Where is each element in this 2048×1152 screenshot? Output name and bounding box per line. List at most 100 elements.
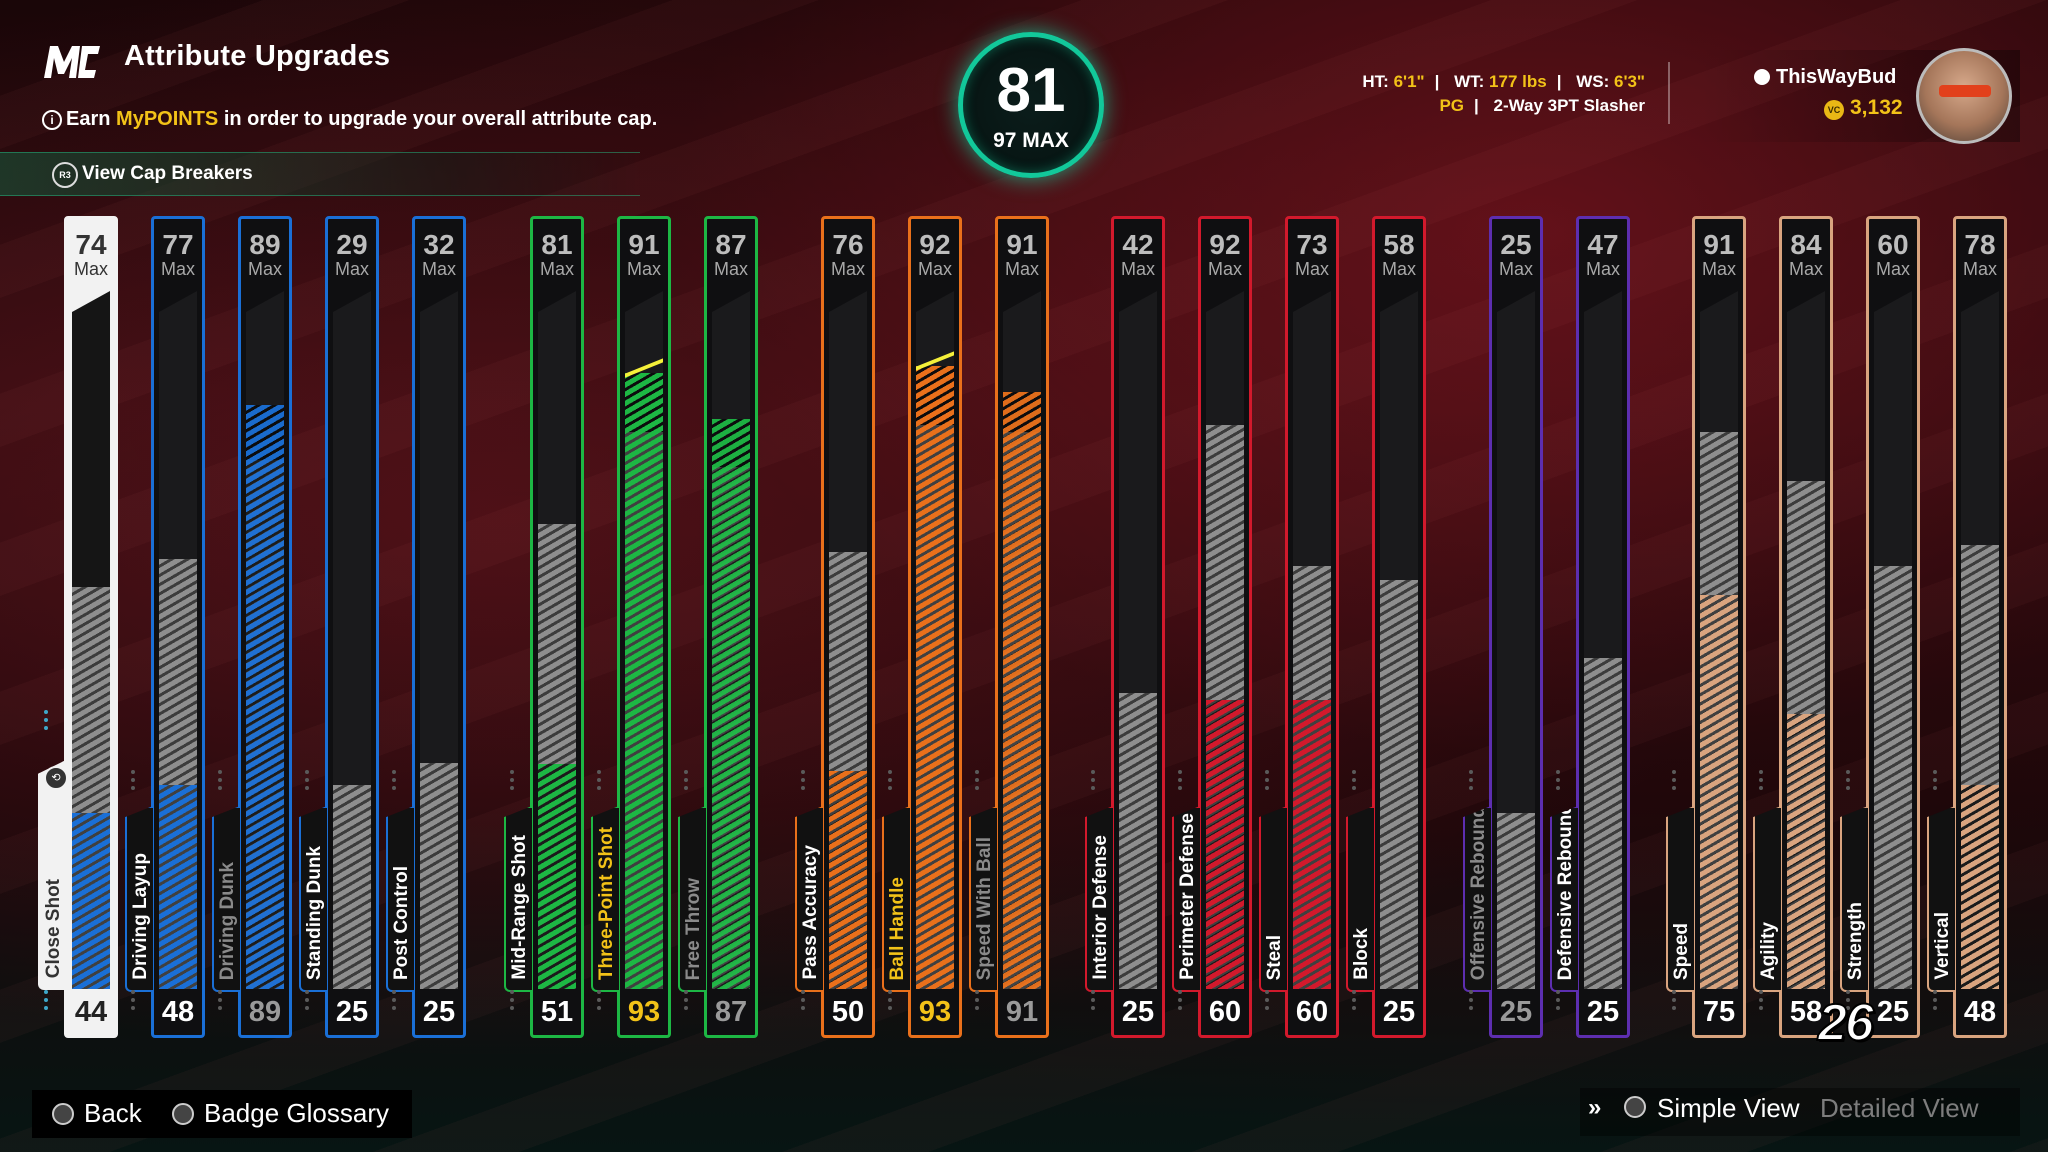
attribute-dots [888, 770, 892, 794]
attribute-track [712, 291, 750, 989]
attribute-track [420, 291, 458, 989]
attribute-name: Post Control [391, 866, 412, 980]
attribute-label-tab: Close Shot [38, 760, 66, 990]
attribute-max-value: 81 [541, 229, 573, 260]
attribute-card-offensive-rebound[interactable]: 25 Max 25 [1489, 216, 1543, 1038]
attribute-max-label: Max [1788, 259, 1823, 279]
back-label: Back [84, 1098, 142, 1128]
badge-glossary-button[interactable]: Badge Glossary [172, 1098, 389, 1129]
attribute-track [72, 291, 110, 989]
attribute-card-pass-accuracy[interactable]: 76 Max 50 [821, 216, 875, 1038]
attribute-current-fill [159, 784, 197, 989]
attribute-card-vertical[interactable]: 78 Max 48 [1953, 216, 2007, 1038]
attribute-card-driving-dunk[interactable]: 89 Max 89 [238, 216, 292, 1038]
attribute-dots [597, 990, 601, 1014]
attribute-card-speed[interactable]: 91 Max 75 [1692, 216, 1746, 1038]
attribute-max-label: Max [73, 259, 108, 279]
info-icon: i [42, 110, 62, 130]
attribute-current-fill [625, 373, 663, 989]
attribute-card-ball-handle[interactable]: 92 Max 93 [908, 216, 962, 1038]
attribute-dots [1672, 990, 1676, 1014]
attribute-max-label: Max [160, 259, 195, 279]
detailed-view-tab[interactable]: Detailed View [1820, 1093, 1979, 1123]
attribute-card-defensive-rebound[interactable]: 47 Max 25 [1576, 216, 1630, 1038]
attribute-max-label: Max [1294, 259, 1329, 279]
attribute-track [1584, 291, 1622, 989]
attribute-max-value: 78 [1964, 229, 1996, 260]
back-button[interactable]: Back [52, 1098, 142, 1129]
attribute-max-value: 73 [1296, 229, 1328, 260]
attribute-current-value: 91 [1005, 996, 1039, 1028]
attribute-current-fill [1293, 700, 1331, 989]
cap-breakers-label: View Cap Breakers [82, 163, 253, 184]
attribute-card-interior-defense[interactable]: 42 Max 25 [1111, 216, 1165, 1038]
attribute-name: Ball Handle [887, 876, 908, 980]
attribute-card-mid-range-shot[interactable]: 81 Max 51 [530, 216, 584, 1038]
attribute-card-agility[interactable]: 84 Max 58 [1779, 216, 1833, 1038]
overall-value: 81 [996, 56, 1066, 125]
attribute-card-three-point-shot[interactable]: 91 Max 93 [617, 216, 671, 1038]
attribute-dots [801, 990, 805, 1014]
overall-rating-badge: 81 97 MAX [958, 32, 1104, 178]
username: ThisWayBud [1754, 66, 1896, 89]
attribute-current-fill [1003, 392, 1041, 989]
attribute-max-label: Max [1875, 259, 1910, 279]
attribute-cap-range [333, 784, 371, 989]
attribute-dots [975, 990, 979, 1014]
page-title: Attribute Upgrades [124, 40, 391, 72]
attribute-current-value: 50 [831, 996, 865, 1028]
attribute-card-perimeter-defense[interactable]: 92 Max 60 [1198, 216, 1252, 1038]
attribute-current-value: 87 [714, 996, 748, 1028]
attribute-track [1874, 291, 1912, 989]
attribute-label-tab: Strength [1840, 806, 1868, 992]
attribute-card-driving-layup[interactable]: 77 Max 48 [151, 216, 205, 1038]
attribute-label-tab: Driving Layup [125, 806, 153, 992]
attribute-max-value: 91 [1006, 229, 1038, 260]
attribute-current-value: 44 [74, 996, 108, 1028]
attribute-dots [1759, 990, 1763, 1014]
attribute-current-fill [1206, 700, 1244, 989]
avatar[interactable] [1916, 48, 2012, 144]
attribute-dots [1556, 990, 1560, 1014]
attribute-dots [1265, 770, 1269, 794]
attribute-card-close-shot[interactable]: 74 Max 44 [64, 216, 118, 1038]
attribute-max-value: 47 [1587, 229, 1619, 260]
simple-view-tab[interactable]: Simple View [1657, 1093, 1800, 1123]
attribute-max-value: 89 [249, 229, 281, 260]
attribute-label-tab: Speed With Ball [969, 806, 997, 992]
attribute-name: Driving Dunk [217, 861, 238, 980]
subtitle-text-pre: Earn [66, 108, 117, 130]
attribute-dots [1556, 770, 1560, 794]
attribute-dots [1469, 770, 1473, 794]
attribute-card-steal[interactable]: 73 Max 60 [1285, 216, 1339, 1038]
attribute-max-label: Max [626, 259, 661, 279]
attribute-label-tab: Vertical [1927, 806, 1955, 992]
view-cap-breakers-button[interactable]: R3 View Cap Breakers [0, 152, 640, 196]
attribute-dots [218, 770, 222, 794]
attribute-card-speed-with-ball[interactable]: 91 Max 91 [995, 216, 1049, 1038]
attribute-card-block[interactable]: 58 Max 25 [1372, 216, 1426, 1038]
attribute-cap-range [420, 763, 458, 989]
attribute-name: Block [1351, 928, 1372, 980]
attribute-current-fill [1700, 594, 1738, 989]
attribute-dots [510, 990, 514, 1014]
attribute-dots [510, 770, 514, 794]
attribute-name: Offensive Rebound [1468, 805, 1489, 980]
attribute-card-strength[interactable]: 60 Max 25 [1866, 216, 1920, 1038]
attribute-dots [1352, 990, 1356, 1014]
vc-balance: VC 3,132 [1824, 96, 1903, 120]
ht-label: HT: [1362, 72, 1389, 91]
attribute-max-label: Max [1207, 259, 1242, 279]
attribute-dots [305, 770, 309, 794]
attribute-dots [305, 990, 309, 1014]
attribute-max-value: 84 [1790, 229, 1822, 260]
attribute-dots [684, 990, 688, 1014]
attribute-dots [131, 990, 135, 1014]
attribute-name: Steal [1264, 934, 1285, 980]
attribute-max-label: Max [1498, 259, 1533, 279]
attribute-card-post-control[interactable]: 32 Max 25 [412, 216, 466, 1038]
attribute-current-value: 25 [1382, 996, 1416, 1028]
attribute-max-label: Max [1701, 259, 1736, 279]
attribute-card-free-throw[interactable]: 87 Max 87 [704, 216, 758, 1038]
attribute-card-standing-dunk[interactable]: 29 Max 25 [325, 216, 379, 1038]
